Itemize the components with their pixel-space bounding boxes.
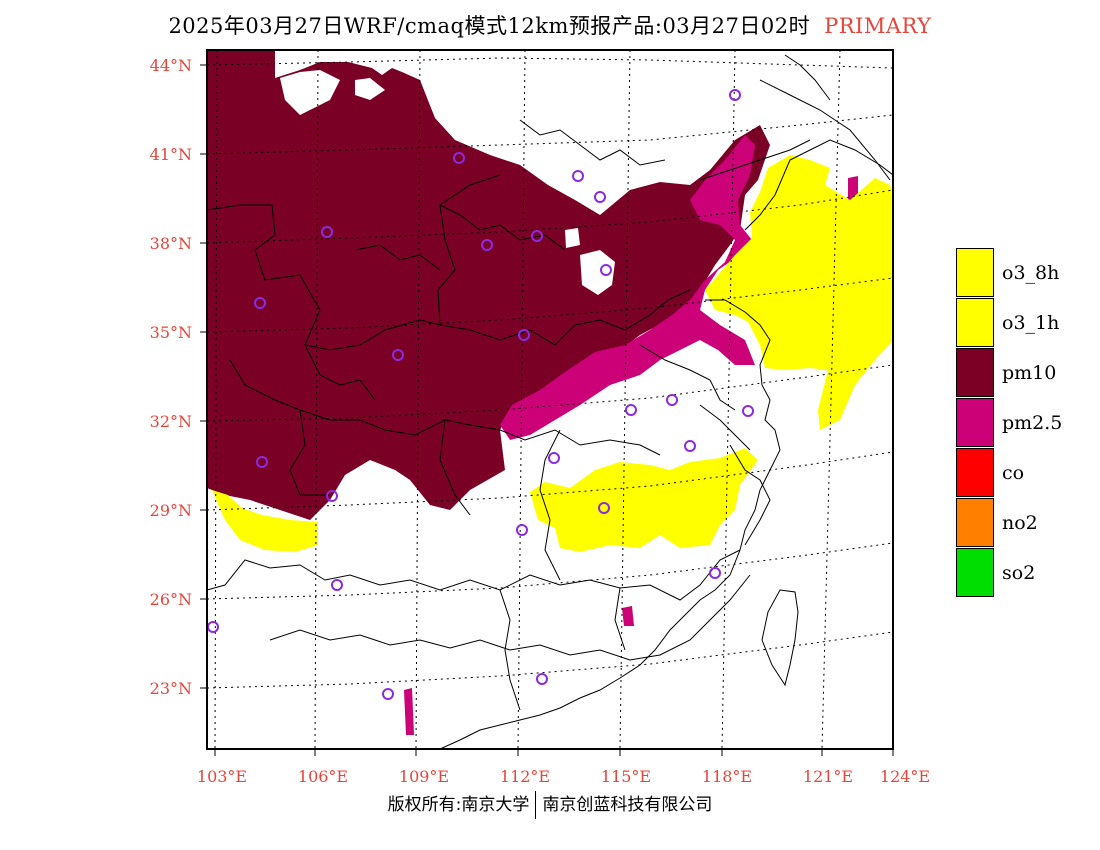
map-frame [206,49,894,750]
legend-label-pm10: pm10 [1002,362,1057,384]
map-title: 2025年03月27日WRF/cmaq模式12km预报产品:03月27日02时 P… [0,10,1100,40]
province-borders [207,54,891,711]
lon-label-109: 109°E [399,767,449,786]
o3-region-southwest [212,490,318,552]
lat-label-35: 35°N [150,323,192,342]
clear-area-east [580,250,615,295]
lat-label-23: 23°N [150,679,192,698]
copyright-left: 版权所有:南京大学 [387,795,530,815]
title-text: 2025年03月27日WRF/cmaq模式12km预报产品:03月27日02时 [168,14,811,38]
lon-label-118: 118°E [702,767,752,786]
clear-area-north-2 [355,78,385,100]
legend-swatch-o3-8h [956,248,994,297]
station-markers [207,89,754,700]
legend-swatch-co [956,448,994,497]
o3-region-east [705,155,893,430]
lat-label-38: 38°N [150,234,192,253]
legend-label-o3-1h: o3_1h [1002,312,1060,334]
legend-swatch-so2 [956,548,994,597]
legend-label-o3-8h: o3_8h [1002,262,1060,284]
clear-area-north [280,70,340,115]
lon-label-112: 112°E [500,767,550,786]
legend-label-pm25: pm2.5 [1002,412,1063,434]
legend-label-no2: no2 [1002,512,1038,534]
lat-label-41: 41°N [150,145,192,164]
pm10-region [207,50,770,520]
axis-ticks [200,64,894,756]
primary-tag: PRIMARY [824,14,932,38]
pm25-spot-south [622,606,634,626]
lon-label-103: 103°E [197,767,247,786]
legend-swatch-pm25 [956,398,994,447]
legend-swatch-o3-1h [956,298,994,347]
lat-label-29: 29°N [150,501,192,520]
legend-label-so2: so2 [1002,562,1036,584]
lat-label-26: 26°N [150,590,192,609]
legend-swatch-pm10 [956,348,994,397]
coastline [439,139,893,749]
lat-label-32: 32°N [150,412,192,431]
gridlines [207,50,893,749]
lon-label-106: 106°E [298,767,348,786]
pm25-spot-southwest [404,688,414,735]
lat-label-44: 44°N [150,56,192,75]
pm25-region [500,135,755,440]
lon-label-115: 115°E [601,767,651,786]
lon-label-121: 121°E [803,767,853,786]
clear-area-east-2 [565,228,580,248]
copyright-right: 南京创蓝科技有限公司 [542,795,713,815]
legend-swatch-no2 [956,498,994,547]
legend-label-co: co [1002,462,1025,484]
copyright-footer: 版权所有:南京大学 南京创蓝科技有限公司 [0,790,1100,819]
taiwan-outline [761,589,799,687]
o3-region-central [530,448,758,552]
lon-label-124: 124°E [880,767,930,786]
footer-separator [535,791,537,819]
